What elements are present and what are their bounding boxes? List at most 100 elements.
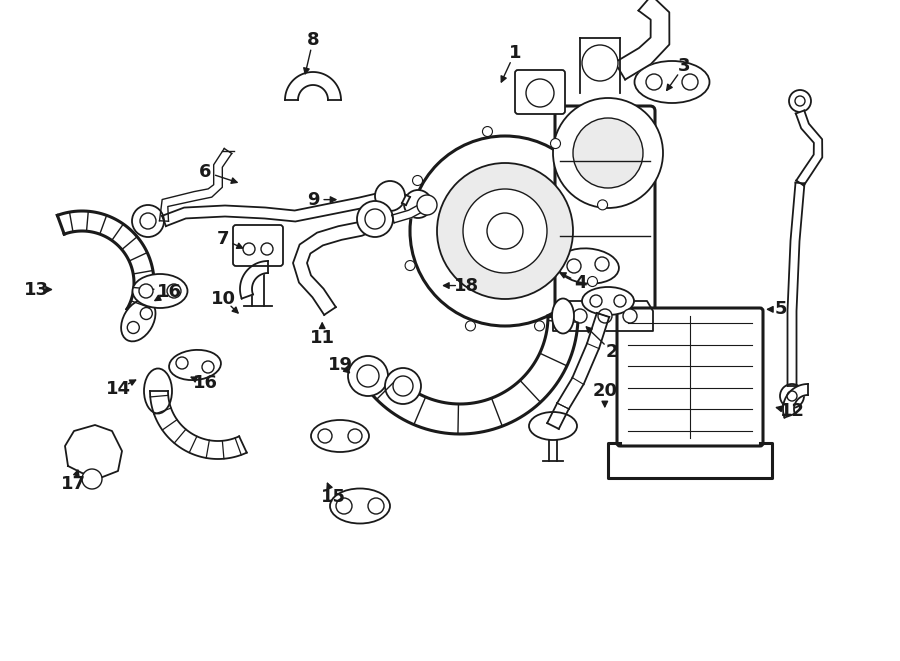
Circle shape [588,276,598,286]
Ellipse shape [144,368,172,414]
Polygon shape [162,190,392,226]
Circle shape [393,376,413,396]
Text: 8: 8 [307,30,320,49]
Circle shape [789,90,811,112]
Circle shape [795,96,805,106]
Circle shape [405,260,415,270]
Circle shape [336,498,352,514]
Ellipse shape [132,274,187,308]
Circle shape [646,74,662,90]
Circle shape [127,321,140,334]
Circle shape [348,429,362,443]
FancyBboxPatch shape [515,70,565,114]
Circle shape [140,307,152,319]
Text: 20: 20 [592,382,617,401]
Circle shape [590,295,602,307]
Polygon shape [547,313,609,429]
Text: 11: 11 [310,329,335,348]
Circle shape [410,136,600,326]
Circle shape [404,190,432,218]
Circle shape [598,200,608,210]
Text: 4: 4 [574,274,587,292]
Polygon shape [392,204,425,223]
Circle shape [243,243,255,255]
Circle shape [357,201,393,237]
Ellipse shape [552,299,574,334]
Circle shape [365,209,385,229]
Polygon shape [240,261,268,299]
FancyBboxPatch shape [617,308,763,446]
Circle shape [553,98,663,208]
Circle shape [614,295,626,307]
Circle shape [318,429,332,443]
Circle shape [82,469,102,489]
Circle shape [176,357,188,369]
Text: 18: 18 [454,276,479,295]
Circle shape [582,45,618,81]
Circle shape [375,181,405,211]
Ellipse shape [330,488,390,524]
Text: 15: 15 [320,488,346,506]
Circle shape [573,309,587,323]
Text: 16: 16 [193,374,218,393]
Polygon shape [788,182,805,386]
Polygon shape [796,110,823,186]
Polygon shape [58,211,154,319]
Ellipse shape [557,249,619,284]
Circle shape [780,384,804,408]
Text: 17: 17 [61,475,86,493]
Circle shape [167,284,181,298]
Text: 7: 7 [217,230,230,249]
Circle shape [595,257,609,271]
Circle shape [487,213,523,249]
Circle shape [368,498,384,514]
Circle shape [682,74,698,90]
FancyBboxPatch shape [233,225,283,266]
Circle shape [140,213,156,229]
Circle shape [357,365,379,387]
Text: 10: 10 [211,290,236,308]
Circle shape [417,195,437,215]
FancyBboxPatch shape [555,106,655,311]
Text: 6: 6 [199,163,212,181]
Polygon shape [285,72,341,100]
Circle shape [261,243,273,255]
Text: 5: 5 [775,300,788,319]
Text: 16: 16 [157,283,182,301]
Polygon shape [402,195,410,205]
Polygon shape [553,301,653,331]
Circle shape [482,126,492,137]
Text: 3: 3 [678,57,690,75]
Text: 19: 19 [328,356,353,374]
Circle shape [348,356,388,396]
Circle shape [573,118,643,188]
Ellipse shape [311,420,369,452]
Polygon shape [65,425,122,478]
Circle shape [526,79,554,107]
Circle shape [551,139,561,149]
Ellipse shape [169,350,220,380]
Circle shape [385,368,421,404]
Circle shape [598,309,612,323]
Ellipse shape [529,412,577,440]
Circle shape [437,163,573,299]
Polygon shape [150,391,247,459]
Polygon shape [615,0,670,79]
Text: 12: 12 [779,402,805,420]
Ellipse shape [122,299,156,341]
Circle shape [787,391,797,401]
Circle shape [535,321,544,331]
Ellipse shape [634,61,709,103]
Text: 13: 13 [23,280,49,299]
Text: 9: 9 [307,190,320,209]
Circle shape [139,284,153,298]
Polygon shape [370,316,578,434]
Circle shape [567,259,581,273]
Text: 14: 14 [106,379,131,398]
Ellipse shape [582,287,634,315]
Circle shape [463,189,547,273]
Circle shape [202,361,214,373]
Text: 1: 1 [508,44,521,62]
Polygon shape [293,208,390,315]
Polygon shape [159,149,231,221]
